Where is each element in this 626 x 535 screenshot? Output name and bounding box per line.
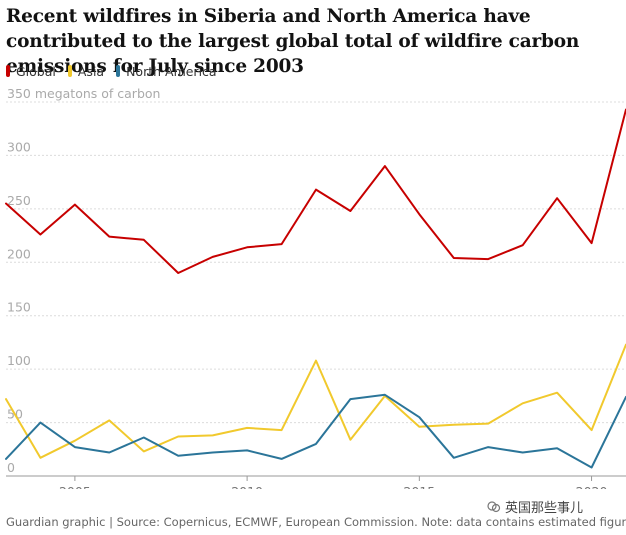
y-tick-label-150: 150 — [7, 300, 31, 315]
x-tick-label-2010: 2010 — [231, 484, 263, 489]
legend-item-asia: Asia — [67, 63, 105, 79]
chart-title: Recent wildfires in Siberia and North Am… — [6, 6, 580, 77]
wechat-icon — [487, 500, 501, 512]
y-tick-label-300: 300 — [7, 139, 31, 154]
legend-item-north-america: North America — [116, 64, 217, 79]
series-line-global — [5, 108, 626, 274]
legend: Global Asia North America — [6, 62, 229, 80]
watermark-text: 英国那些事儿 — [505, 501, 584, 516]
legend-item-global: Global — [6, 64, 56, 79]
y-tick-label-350: 350 megatons of carbon — [7, 86, 160, 101]
x-tick-label-2005: 2005 — [59, 484, 91, 489]
y-tick-label-200: 200 — [7, 246, 31, 261]
y-tick-label-100: 100 — [7, 353, 31, 368]
line-chart: 350 megatons of carbon300250200150100500… — [5, 86, 626, 489]
series-line-north-america — [5, 393, 626, 469]
watermark: 英国那些事儿 — [487, 497, 583, 516]
source-note: Guardian graphic | Source: Copernicus, E… — [6, 515, 626, 529]
y-tick-label-250: 250 — [7, 193, 31, 208]
legend-label-asia: Asia — [77, 63, 105, 79]
x-tick-label-2015: 2015 — [403, 484, 435, 489]
x-tick-label-2020: 2020 — [576, 484, 608, 489]
y-tick-label-0: 0 — [7, 460, 15, 475]
series-line-asia — [5, 343, 626, 459]
legend-label-global: Global — [16, 63, 56, 79]
legend-label-north-america: North America — [126, 63, 217, 79]
legend-swatch-north-america — [116, 65, 121, 77]
legend-swatch-global — [6, 65, 10, 77]
legend-swatch-asia — [67, 65, 72, 77]
